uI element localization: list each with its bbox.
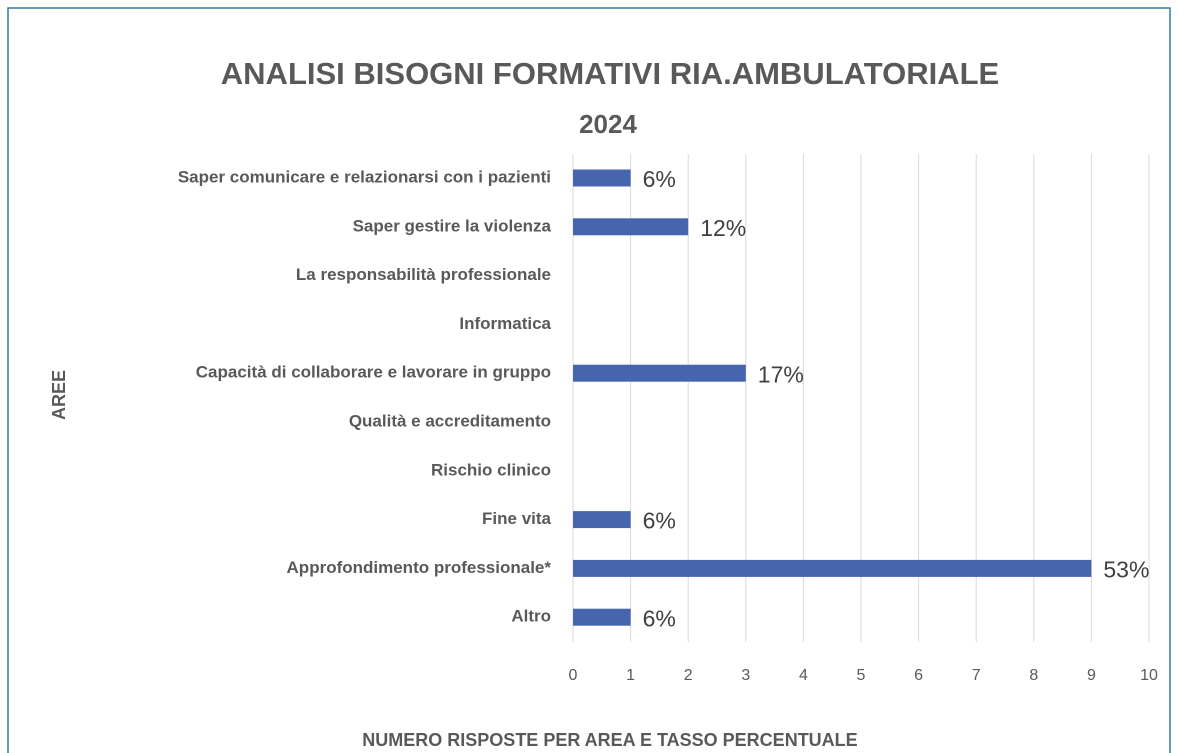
y-tick-label: Altro: [511, 607, 551, 626]
y-tick-label: Capacità di collaborare e lavorare in gr…: [196, 363, 551, 382]
bar: [573, 364, 746, 382]
x-tick-label: 7: [972, 667, 981, 684]
value-label: 12%: [700, 215, 746, 241]
y-tick-label: Rischio clinico: [431, 460, 551, 479]
y-tick-label: Approfondimento professionale*: [287, 558, 552, 577]
bar: [573, 559, 1092, 577]
x-tick-label: 2: [684, 667, 693, 684]
x-tick-label: 9: [1087, 667, 1096, 684]
x-tick-label: 0: [569, 667, 578, 684]
y-tick-label: Saper comunicare e relazionarsi con i pa…: [178, 167, 551, 186]
value-label: 6%: [643, 605, 676, 631]
value-label: 17%: [758, 361, 804, 387]
y-tick-label: Informatica: [459, 314, 551, 333]
x-tick-label: 3: [741, 667, 750, 684]
y-tick-label: La responsabilità professionale: [296, 265, 551, 284]
y-tick-label: Saper gestire la violenza: [353, 216, 552, 235]
chart-title: ANALISI BISOGNI FORMATIVI RIA.AMBULATORI…: [221, 56, 999, 91]
value-label: 53%: [1103, 556, 1149, 582]
value-label: 6%: [643, 166, 676, 192]
x-tick-label: 10: [1140, 667, 1158, 684]
bar: [573, 169, 631, 187]
bar: [573, 608, 631, 626]
x-tick-label: 6: [914, 667, 923, 684]
x-tick-label: 5: [857, 667, 866, 684]
value-label: 6%: [643, 508, 676, 534]
bar: [573, 511, 631, 529]
x-tick-label: 8: [1029, 667, 1038, 684]
y-axis-title: AREE: [49, 370, 69, 420]
y-tick-label: Fine vita: [482, 509, 552, 528]
y-tick-label: Qualità e accreditamento: [349, 411, 551, 430]
x-axis-title: NUMERO RISPOSTE PER AREA E TASSO PERCENT…: [362, 730, 857, 750]
x-tick-label: 1: [626, 667, 635, 684]
chart-subtitle: 2024: [579, 109, 637, 139]
x-tick-label: 4: [799, 667, 808, 684]
bar: [573, 218, 689, 236]
